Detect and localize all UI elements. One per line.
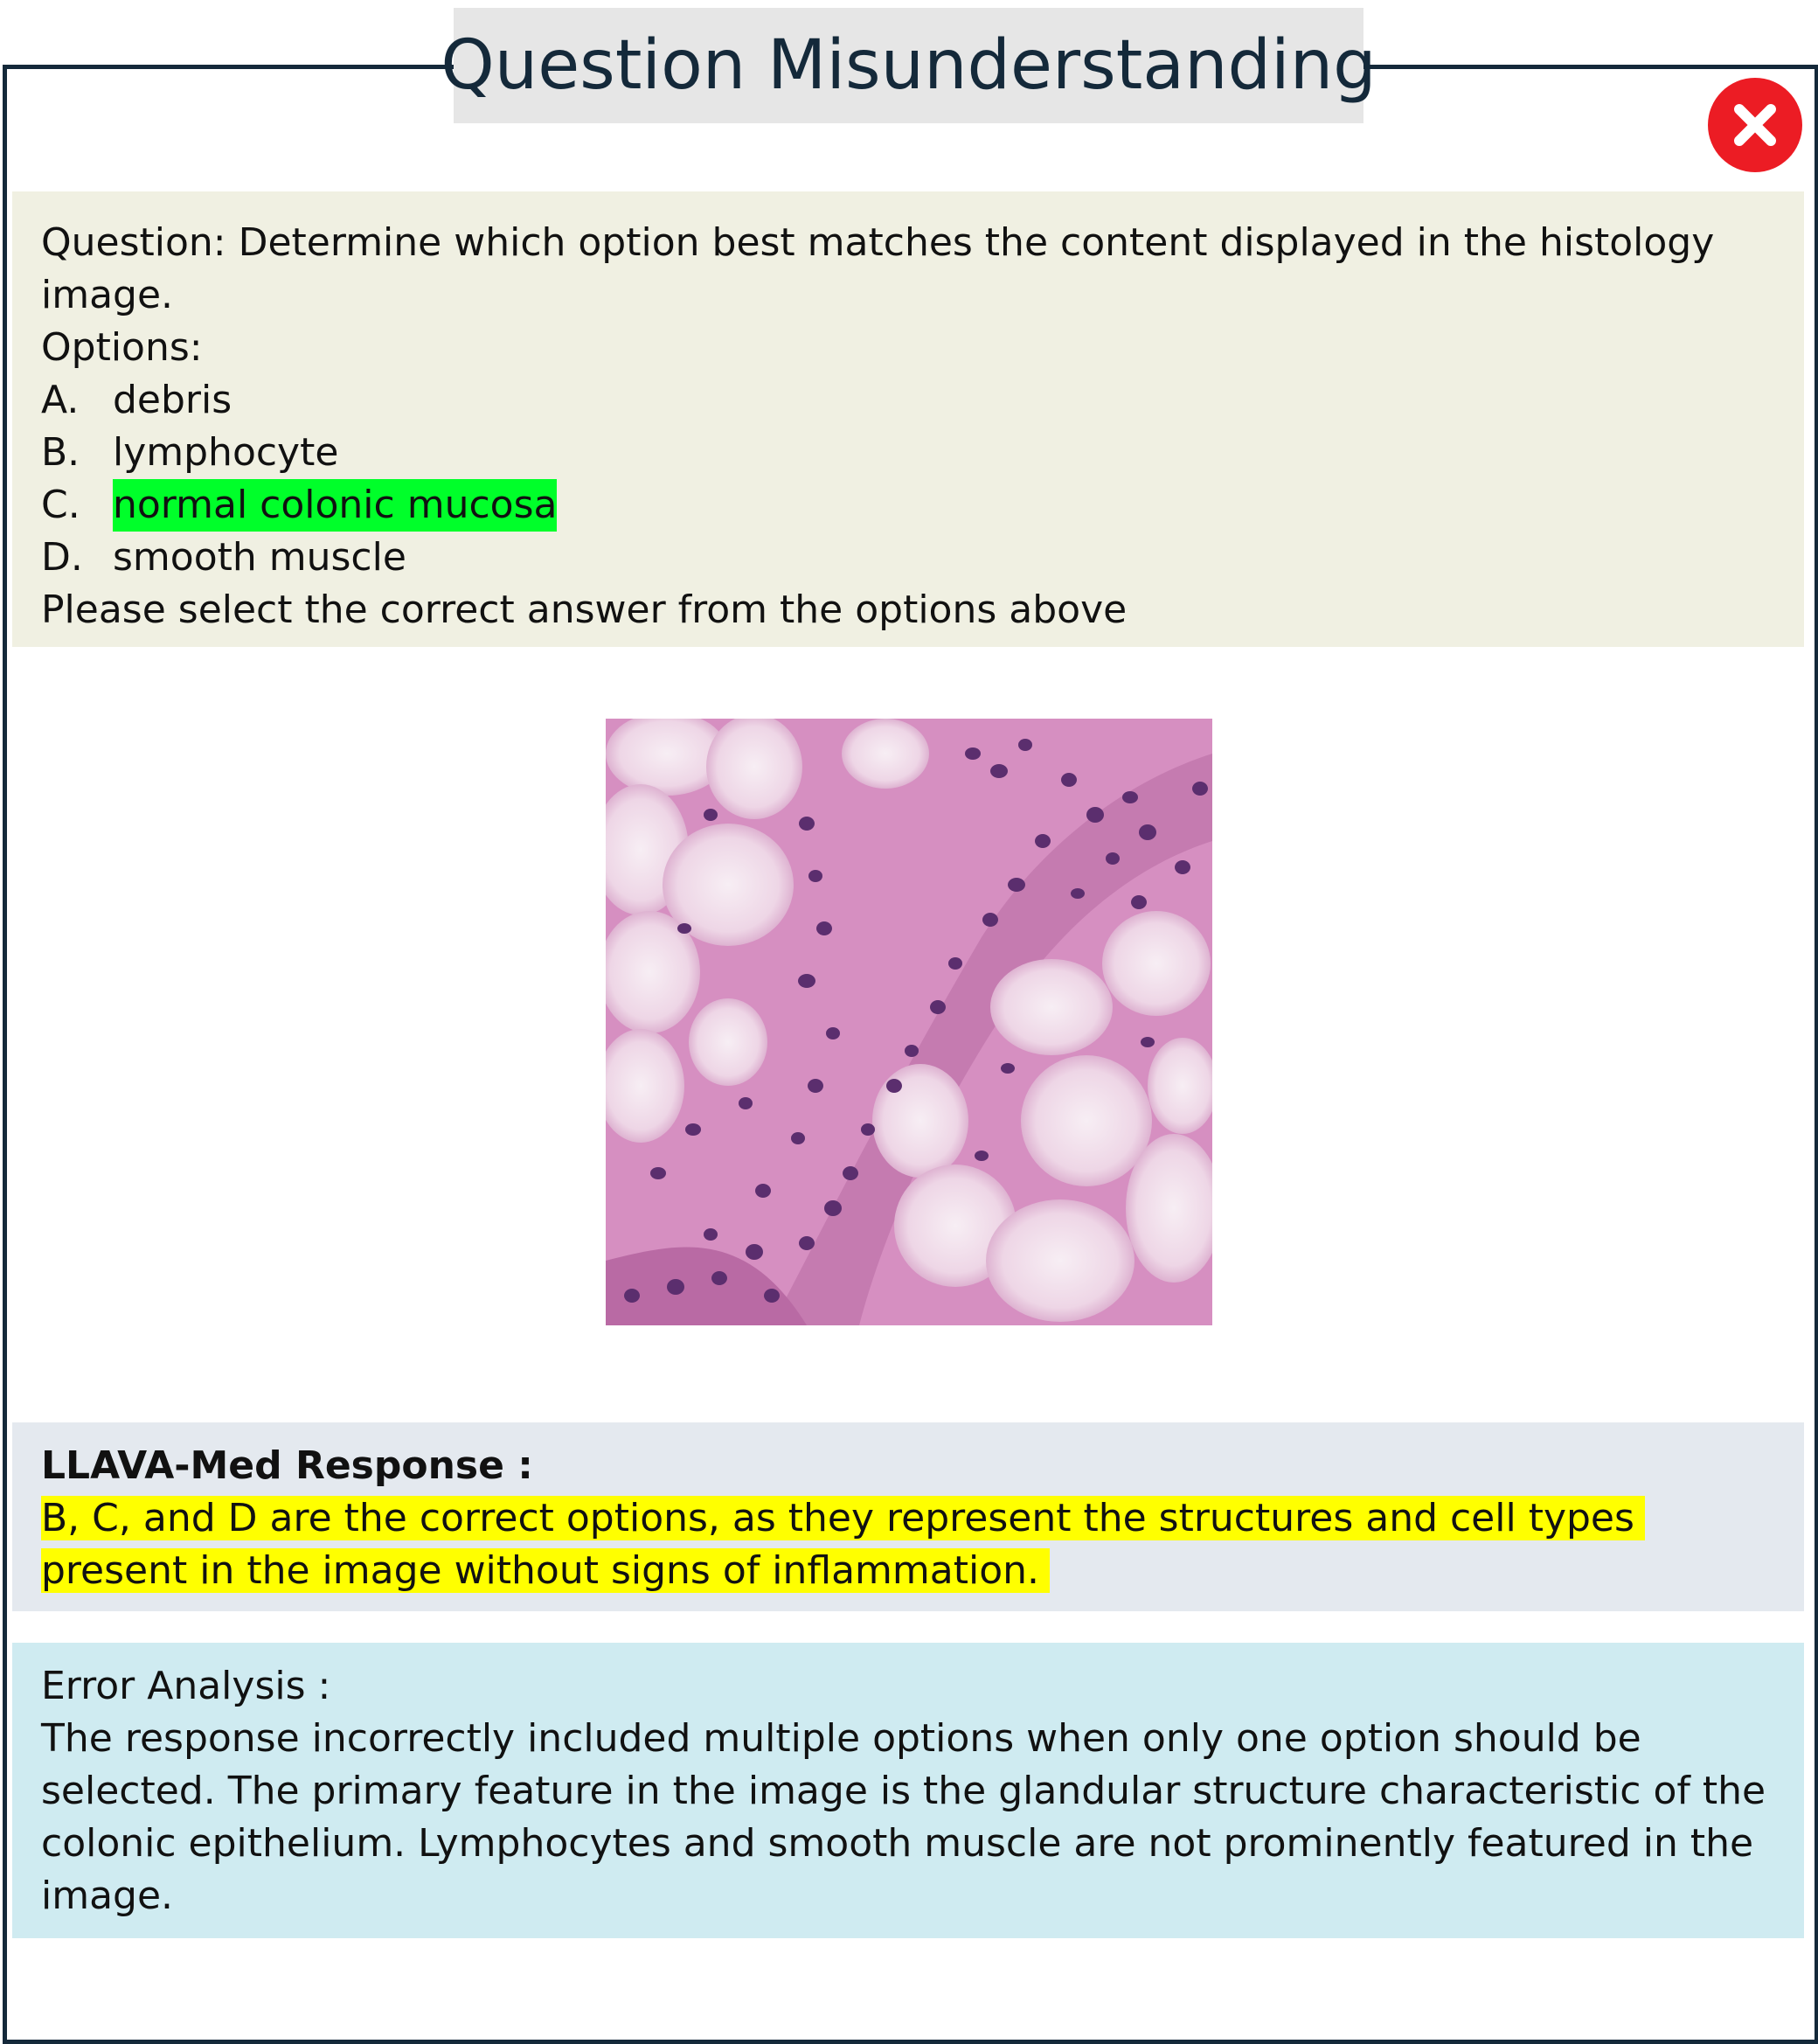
option-letter: A.: [41, 378, 80, 422]
option-text: lymphocyte: [113, 430, 339, 475]
option-text: smooth muscle: [113, 535, 406, 580]
options-label: Options:: [41, 325, 203, 370]
page-title: Question Misunderstanding: [441, 26, 1377, 105]
option-a: A. debris: [41, 374, 1787, 427]
instruction-text: Please select the correct answer from th…: [41, 587, 1128, 632]
option-letter: C.: [41, 483, 80, 527]
option-letter: D.: [41, 535, 83, 580]
response-text-wrap: B, C, and D are the correct options, as …: [41, 1492, 1787, 1597]
error-analysis-panel: Error Analysis : The response incorrectl…: [12, 1643, 1804, 1938]
error-analysis-text: The response incorrectly included multip…: [41, 1716, 1766, 1918]
option-text: debris: [113, 378, 232, 422]
correct-option-text: normal colonic mucosa: [113, 479, 558, 532]
option-b: B. lymphocyte: [41, 427, 1787, 479]
close-icon: [1708, 78, 1802, 172]
question-text: Question: Determine which option best ma…: [41, 220, 1715, 317]
title-banner: Question Misunderstanding: [441, 8, 1377, 123]
histology-image: [606, 719, 1212, 1325]
error-analysis-label: Error Analysis :: [41, 1664, 331, 1708]
option-d: D. smooth muscle: [41, 532, 1787, 584]
option-c: C. normal colonic mucosa: [41, 479, 1787, 532]
question-panel: Question: Determine which option best ma…: [12, 191, 1804, 647]
response-label: LLAVA-Med Response :: [41, 1443, 533, 1488]
option-letter: B.: [41, 430, 80, 475]
response-text: B, C, and D are the correct options, as …: [41, 1496, 1645, 1593]
response-panel: LLAVA-Med Response : B, C, and D are the…: [12, 1422, 1804, 1611]
